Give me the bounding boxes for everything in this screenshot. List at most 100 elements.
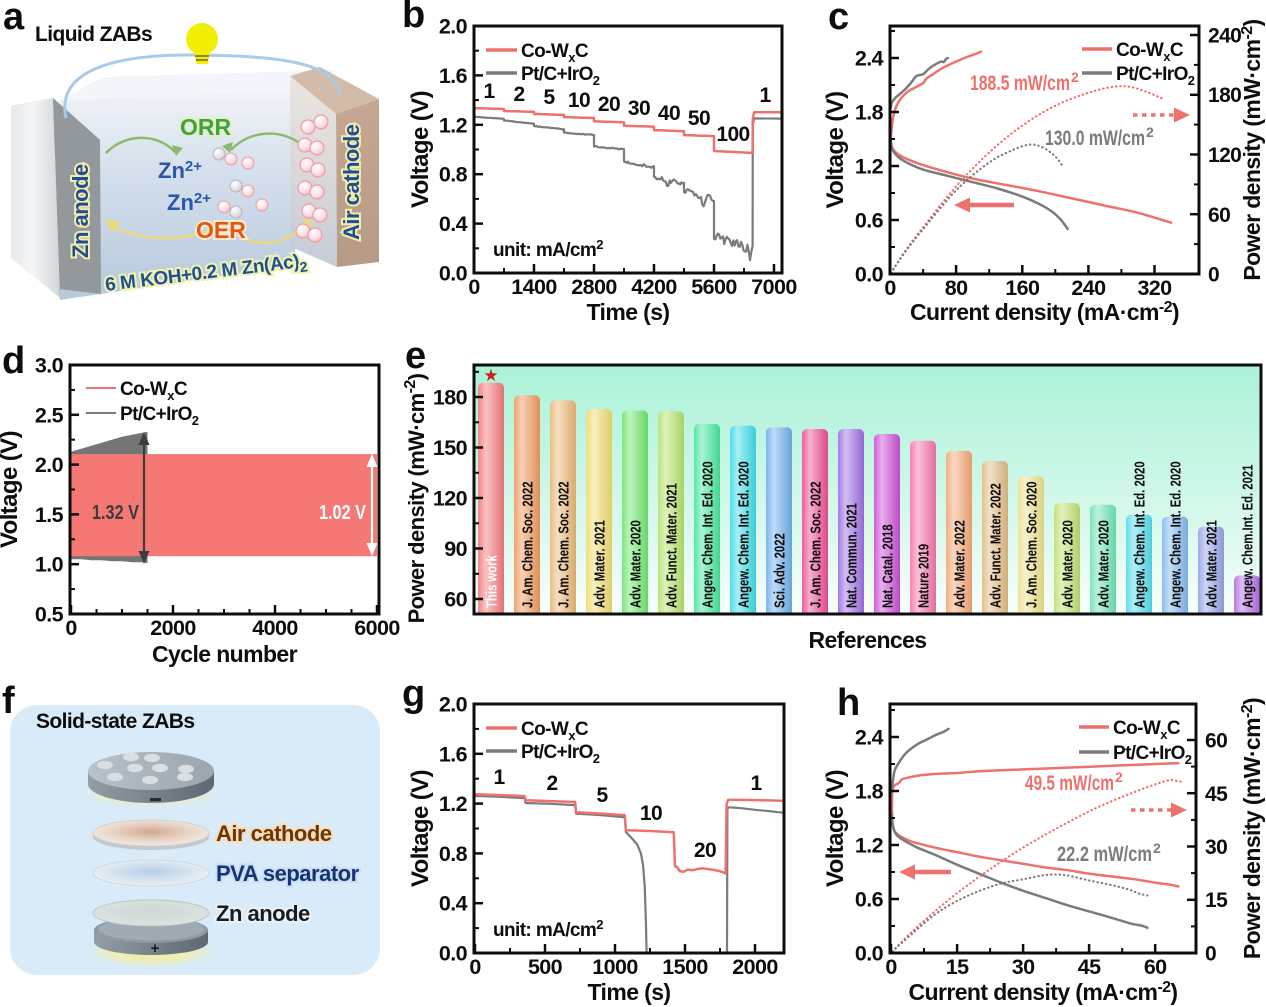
svg-text:+: +: [151, 940, 160, 957]
svg-text:Co-WxC: Co-WxC: [521, 719, 589, 743]
svg-text:Pt/C+IrO2: Pt/C+IrO2: [521, 742, 600, 766]
svg-text:Current density (mA·cm-2): Current density (mA·cm-2): [910, 299, 1179, 325]
svg-text:Air cathode: Air cathode: [339, 124, 364, 240]
svg-text:0: 0: [468, 275, 480, 299]
svg-text:Current density (mA·cm-2): Current density (mA·cm-2): [909, 979, 1178, 1005]
svg-text:80: 80: [945, 276, 968, 300]
svg-text:45: 45: [1205, 783, 1228, 806]
svg-text:3.0: 3.0: [35, 354, 64, 378]
svg-text:7000: 7000: [751, 275, 797, 299]
svg-text:e: e: [405, 340, 426, 377]
svg-text:100: 100: [716, 123, 749, 146]
svg-text:Adv. Mater. 2021: Adv. Mater. 2021: [591, 520, 608, 608]
svg-text:b: b: [402, 0, 425, 36]
svg-text:2: 2: [513, 83, 524, 106]
svg-text:2.5: 2.5: [35, 403, 64, 427]
svg-text:1: 1: [483, 80, 495, 103]
svg-text:ORR: ORR: [180, 114, 232, 140]
svg-text:References: References: [808, 627, 926, 653]
svg-text:d: d: [2, 340, 25, 382]
svg-text:0: 0: [469, 955, 481, 979]
svg-text:0: 0: [885, 955, 897, 979]
svg-text:1: 1: [759, 84, 771, 107]
svg-text:Sci. Adv. 2022: Sci. Adv. 2022: [771, 533, 788, 608]
svg-text:5: 5: [596, 784, 608, 807]
svg-text:320: 320: [1137, 276, 1172, 300]
svg-text:120: 120: [1208, 144, 1241, 167]
svg-text:Zn2+: Zn2+: [158, 158, 202, 183]
svg-text:Voltage (V): Voltage (V): [822, 770, 849, 887]
svg-text:0.6: 0.6: [855, 209, 884, 233]
svg-text:1.6: 1.6: [439, 64, 468, 88]
svg-text:Pt/C+IrO2: Pt/C+IrO2: [1113, 743, 1192, 767]
svg-text:1.6: 1.6: [439, 742, 468, 766]
svg-text:Adv. Mater. 2020: Adv. Mater. 2020: [1059, 520, 1076, 608]
svg-text:★: ★: [483, 366, 498, 385]
svg-text:Zn anode: Zn anode: [216, 901, 310, 926]
svg-text:Adv. Mater. 2020: Adv. Mater. 2020: [1095, 520, 1112, 608]
svg-text:30: 30: [1012, 955, 1035, 979]
svg-text:60: 60: [1208, 204, 1230, 227]
svg-text:OER: OER: [196, 217, 246, 243]
svg-text:unit: mA/cm2: unit: mA/cm2: [493, 237, 603, 261]
svg-text:240: 240: [1208, 25, 1241, 48]
svg-text:130.0 mW/cm: 130.0 mW/cm: [1045, 127, 1145, 150]
svg-text:120: 120: [433, 487, 468, 511]
svg-text:Angew. Chem. Int. Ed. 2020: Angew. Chem. Int. Ed. 2020: [1167, 461, 1184, 608]
svg-text:Power density (mW·cm-2): Power density (mW·cm-2): [1239, 19, 1265, 280]
svg-text:Adv. Mater. 2020: Adv. Mater. 2020: [627, 520, 644, 608]
svg-text:Pt/C+IrO2: Pt/C+IrO2: [120, 404, 199, 428]
svg-text:1.8: 1.8: [855, 780, 884, 804]
svg-text:2.0: 2.0: [35, 453, 64, 477]
svg-text:Co-WxC: Co-WxC: [521, 41, 589, 65]
svg-text:2.0: 2.0: [439, 693, 468, 717]
svg-text:f: f: [2, 680, 15, 722]
svg-text:Cycle number: Cycle number: [152, 641, 298, 667]
svg-text:2: 2: [1153, 840, 1161, 856]
svg-text:1500: 1500: [662, 955, 708, 979]
svg-text:2.0: 2.0: [439, 15, 468, 39]
svg-text:J. Am. Chem. Soc. 2022: J. Am. Chem. Soc. 2022: [555, 481, 572, 608]
svg-text:5600: 5600: [691, 275, 737, 299]
svg-text:1.2: 1.2: [855, 155, 884, 179]
svg-text:180: 180: [1208, 84, 1241, 107]
svg-text:1.32 V: 1.32 V: [92, 502, 140, 524]
svg-text:188.5 mW/cm: 188.5 mW/cm: [970, 72, 1070, 95]
svg-text:Angew. Chem. Int. Ed. 2020: Angew. Chem. Int. Ed. 2020: [1131, 461, 1148, 608]
svg-text:10: 10: [568, 89, 590, 112]
svg-text:J. Am. Chem. Soc. 2022: J. Am. Chem. Soc. 2022: [519, 481, 536, 608]
svg-text:This work: This work: [483, 555, 500, 608]
svg-text:49.5 mW/cm: 49.5 mW/cm: [1025, 772, 1114, 795]
svg-text:1.02 V: 1.02 V: [319, 502, 367, 524]
svg-text:1.8: 1.8: [855, 101, 884, 125]
svg-text:Adv. Mater. 2021: Adv. Mater. 2021: [1203, 520, 1220, 608]
svg-text:Zn anode: Zn anode: [68, 164, 93, 258]
svg-text:Voltage (V): Voltage (V): [407, 91, 434, 208]
svg-text:6000: 6000: [354, 616, 400, 640]
svg-text:Nature 2019: Nature 2019: [915, 544, 932, 608]
svg-text:2000: 2000: [150, 616, 196, 640]
svg-text:0: 0: [65, 616, 77, 640]
svg-text:Co-WxC: Co-WxC: [120, 379, 188, 403]
svg-text:0.8: 0.8: [439, 163, 468, 187]
svg-text:60: 60: [1205, 730, 1227, 753]
svg-text:30: 30: [628, 97, 650, 120]
svg-text:unit: mA/cm2: unit: mA/cm2: [493, 917, 603, 941]
svg-text:2.4: 2.4: [855, 47, 884, 71]
svg-text:5: 5: [543, 86, 555, 109]
svg-text:Angew. Chem. Int. Ed. 2020: Angew. Chem. Int. Ed. 2020: [699, 461, 716, 608]
svg-text:2: 2: [1115, 769, 1123, 785]
svg-text:Power density (mW·cm-2): Power density (mW·cm-2): [402, 373, 429, 623]
svg-text:J. Am. Chem. Soc. 2020: J. Am. Chem. Soc. 2020: [1023, 481, 1040, 608]
svg-text:0.0: 0.0: [439, 942, 468, 966]
svg-text:60: 60: [1144, 955, 1167, 979]
svg-text:1.0: 1.0: [35, 553, 64, 577]
svg-text:Co-WxC: Co-WxC: [1113, 718, 1181, 742]
svg-text:Adv. Mater. 2022: Adv. Mater. 2022: [951, 520, 968, 608]
svg-text:Voltage (V): Voltage (V): [407, 770, 434, 887]
svg-text:1.5: 1.5: [35, 503, 64, 527]
svg-text:1: 1: [493, 766, 505, 789]
svg-text:30: 30: [1205, 836, 1227, 859]
svg-text:g: g: [402, 673, 425, 715]
svg-text:0.0: 0.0: [855, 942, 884, 966]
